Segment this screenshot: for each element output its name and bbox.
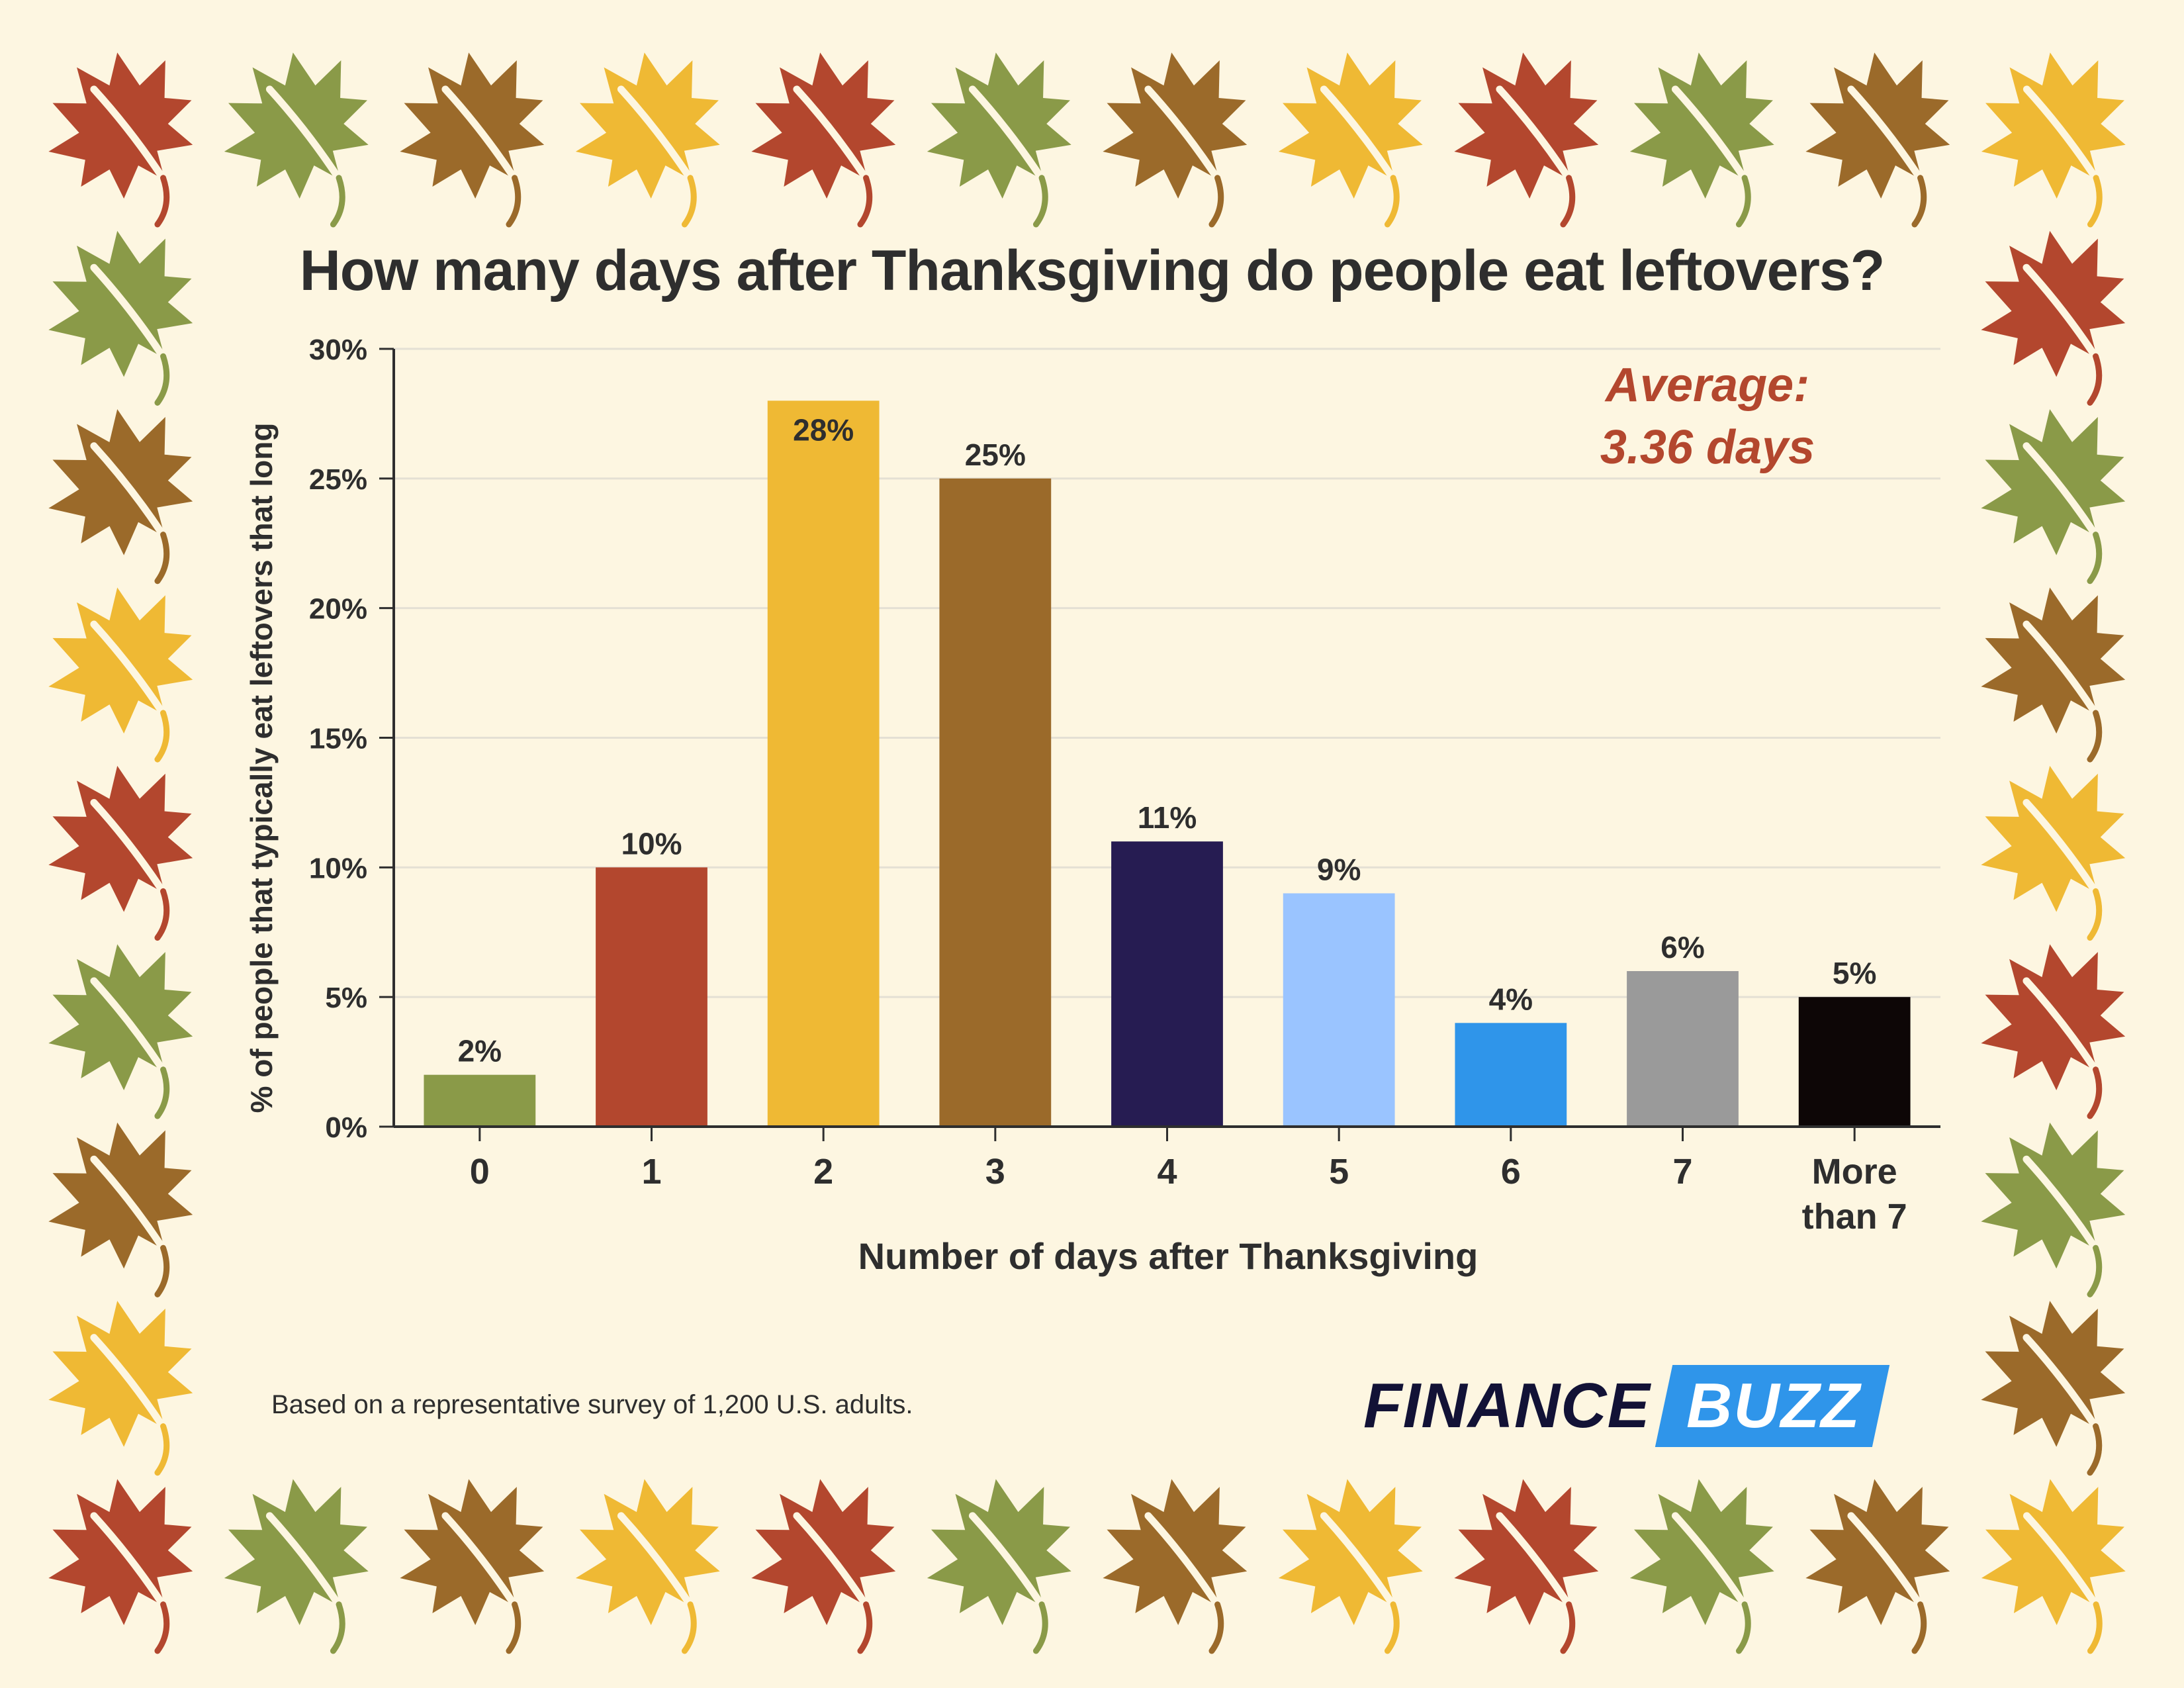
x-tick-label: 2 [813, 1152, 833, 1192]
financebuzz-logo: FINANCE BUZZ [1363, 1365, 1889, 1447]
y-tick-label: 0% [325, 1111, 367, 1144]
x-tick-label: 7 [1672, 1152, 1692, 1192]
y-tick-label: 20% [309, 593, 367, 626]
maple-leaf-icon [48, 1479, 193, 1654]
x-tick-label: 1 [641, 1152, 661, 1192]
bar-4 [1111, 841, 1223, 1127]
data-label: 28% [793, 412, 854, 447]
bar-6 [1455, 1023, 1567, 1127]
y-tick-label: 5% [325, 982, 367, 1014]
maple-leaf-icon [224, 1479, 369, 1654]
y-axis-title: % of people that typically eat leftovers… [244, 422, 279, 1113]
maple-leaf-icon [751, 52, 896, 228]
maple-leaf-icon [1981, 587, 2126, 763]
x-tick-label: than 7 [1802, 1197, 1907, 1237]
maple-leaf-icon [1981, 944, 2126, 1119]
chart-title: How many days after Thanksgiving do peop… [299, 239, 1886, 303]
data-label: 4% [1489, 982, 1533, 1016]
maple-leaf-icon [1103, 1479, 1248, 1654]
logo-finance-text: FINANCE [1363, 1370, 1651, 1441]
maple-leaf-icon [1629, 1479, 1774, 1654]
maple-leaf-icon [1805, 1479, 1950, 1654]
maple-leaf-icon [927, 1479, 1071, 1654]
bar-3 [939, 478, 1052, 1127]
bars [424, 400, 1911, 1127]
x-tick-label: 0 [470, 1152, 490, 1192]
maple-leaf-icon [224, 52, 369, 228]
data-label: 25% [965, 438, 1026, 472]
x-tick-label: 5 [1329, 1152, 1349, 1192]
data-label: 9% [1317, 853, 1361, 887]
maple-leaf-icon [1981, 230, 2126, 406]
y-tick-label: 25% [309, 463, 367, 496]
maple-leaf-icon [48, 409, 193, 585]
bar-2 [767, 400, 880, 1127]
y-tick-label: 10% [309, 852, 367, 884]
data-label: 6% [1661, 930, 1704, 964]
maple-leaf-icon [1981, 1122, 2126, 1297]
maple-leaf-icon [1278, 1479, 1423, 1654]
maple-leaf-icon [48, 944, 193, 1119]
x-tick-label: 3 [985, 1152, 1005, 1192]
maple-leaf-icon [1103, 52, 1248, 228]
maple-leaf-icon [1454, 52, 1599, 228]
maple-leaf-icon [1981, 409, 2126, 585]
x-tick-label: 4 [1157, 1152, 1177, 1192]
bar-5 [1283, 893, 1395, 1127]
average-annotation: Average: 3.36 days [1575, 354, 1840, 479]
y-tick-label: 30% [309, 334, 367, 366]
maple-leaf-icon [1278, 52, 1423, 228]
data-label: 10% [621, 826, 682, 861]
maple-leaf-icon [927, 52, 1071, 228]
maple-leaf-icon [575, 1479, 720, 1654]
maple-leaf-icon [1981, 1479, 2126, 1654]
logo-buzz-box: BUZZ [1655, 1365, 1889, 1447]
maple-leaf-icon [48, 1122, 193, 1297]
x-tick-label: 6 [1501, 1152, 1521, 1192]
maple-leaf-icon [1629, 52, 1774, 228]
maple-leaf-icon [48, 765, 193, 941]
maple-leaf-icon [1981, 52, 2126, 228]
footnote: Based on a representative survey of 1,20… [271, 1390, 913, 1419]
maple-leaf-icon [400, 1479, 545, 1654]
maple-leaf-icon [1454, 1479, 1599, 1654]
maple-leaf-icon [48, 52, 193, 228]
bar-1 [596, 867, 707, 1127]
y-tick-label: 15% [309, 723, 367, 755]
maple-leaf-icon [1981, 1301, 2126, 1476]
maple-leaf-icon [1805, 52, 1950, 228]
maple-leaf-icon [751, 1479, 896, 1654]
data-label: 5% [1833, 956, 1876, 990]
data-label: 11% [1138, 800, 1197, 835]
data-label: 2% [458, 1034, 502, 1068]
maple-leaf-icon [48, 1301, 193, 1476]
x-tick-label: More [1812, 1152, 1897, 1192]
bar-7 [1627, 971, 1739, 1127]
average-label-line2: 3.36 days [1600, 421, 1815, 474]
maple-leaf-icon [48, 230, 193, 406]
maple-leaf-icon [400, 52, 545, 228]
x-axis-title: Number of days after Thanksgiving [858, 1235, 1479, 1277]
logo-buzz-text: BUZZ [1686, 1370, 1861, 1441]
maple-leaf-icon [1981, 765, 2126, 941]
axes [379, 348, 1940, 1141]
maple-leaf-icon [48, 587, 193, 763]
labels: 0% 5% 10% 15% 20% 25% 30% 2% 0 10% 1 28% 2 25% 3 11% 4 9%… [309, 334, 1907, 1237]
bar-0 [424, 1074, 536, 1127]
average-label-line1: Average: [1605, 359, 1810, 412]
bar-8 [1798, 997, 1911, 1127]
maple-leaf-icon [575, 52, 720, 228]
